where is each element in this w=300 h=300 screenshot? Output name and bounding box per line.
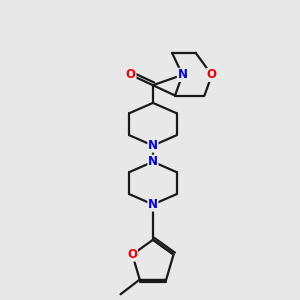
Text: O: O [207,68,217,81]
Text: N: N [148,139,158,152]
Text: N: N [177,68,188,81]
Text: O: O [127,248,137,261]
Text: O: O [126,68,136,81]
Text: N: N [148,155,158,168]
Text: N: N [148,198,158,211]
